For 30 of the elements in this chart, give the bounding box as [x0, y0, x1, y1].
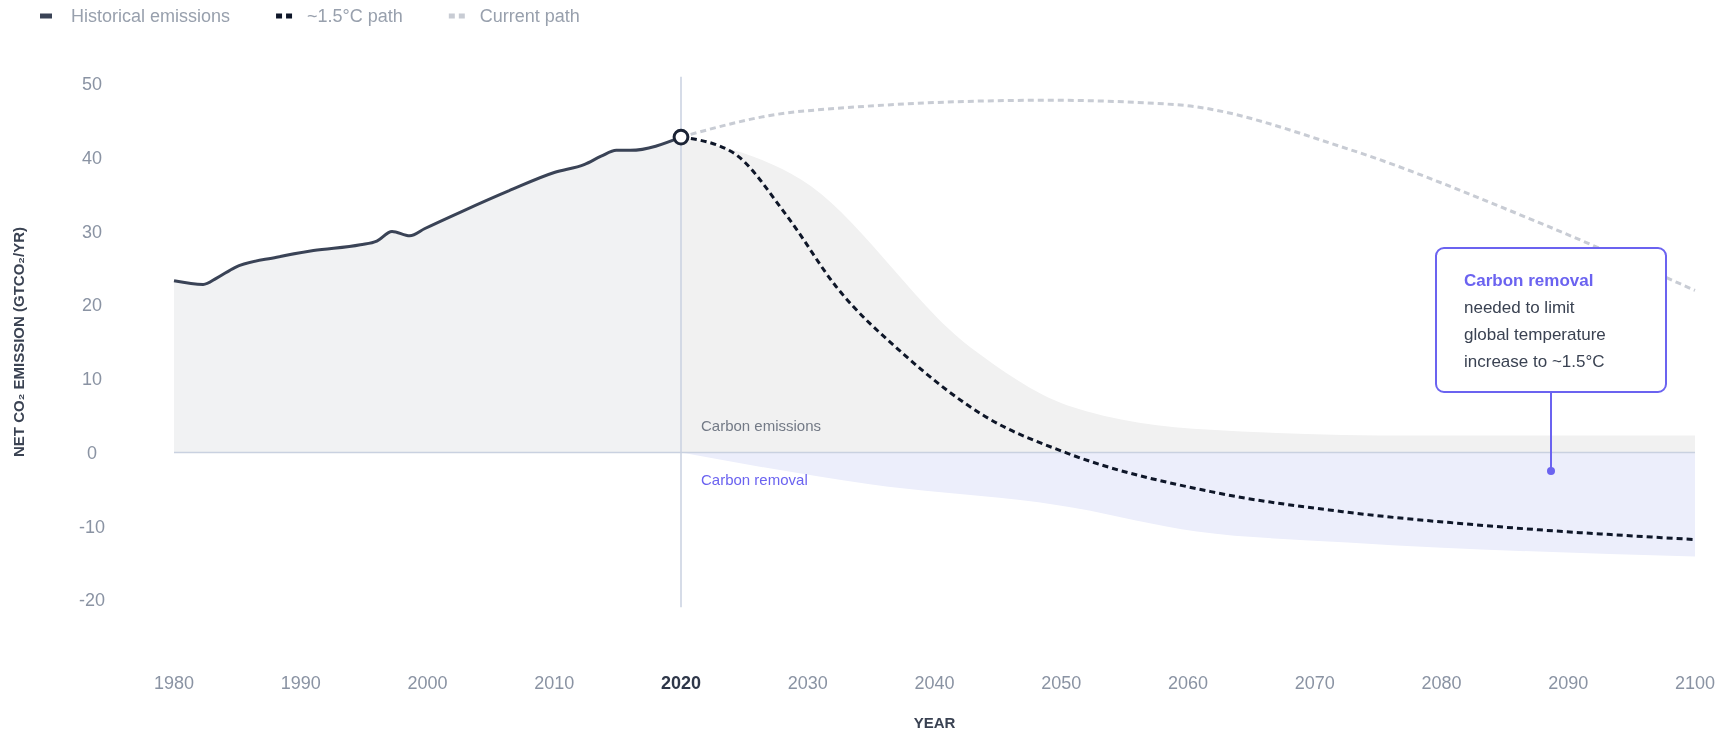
- x-tick-label: 2020: [660, 673, 702, 693]
- x-tick-label: 2000: [407, 673, 448, 693]
- x-tick-label: 2060: [1167, 673, 1209, 693]
- annotation: needed to limit global temperature increase to ~1.5°C: [1464, 298, 1606, 371]
- x-tick-label: 2070: [1294, 673, 1335, 693]
- x-tick-label: 2040: [914, 673, 955, 693]
- x-tick-label: 2030: [787, 673, 828, 693]
- x-tick-label: 1980: [153, 673, 195, 693]
- x-tick-label: 1990: [280, 673, 321, 693]
- y-tick-label: 40: [81, 148, 103, 169]
- y-tick-label: -10: [78, 516, 106, 537]
- y-tick-label: 10: [81, 369, 103, 390]
- legend-label: Current path: [479, 6, 580, 27]
- y-tick-label: 50: [81, 74, 103, 95]
- series-label: Carbon removal: [701, 470, 808, 488]
- series-label: Carbon emissions: [701, 416, 822, 434]
- legend-label: ~1.5°C path: [307, 6, 403, 27]
- y-axis-title: NET CO₂ EMISSION (GTCO₂/YR): [10, 226, 27, 458]
- x-tick-label: 2010: [534, 673, 575, 693]
- x-tick-label: 2100: [1674, 673, 1716, 693]
- y-tick-label: 0: [86, 442, 98, 463]
- legend-label: Historical emissions: [71, 6, 231, 27]
- y-tick-label: 30: [81, 221, 103, 242]
- x-axis-title: YEAR: [913, 714, 956, 731]
- y-tick-label: -20: [78, 590, 106, 611]
- x-tick-label: 2080: [1421, 673, 1462, 693]
- y-tick-label: 20: [81, 295, 103, 316]
- annotation: Carbon removal: [1464, 271, 1594, 290]
- x-tick-label: 2090: [1548, 673, 1589, 693]
- x-tick-label: 2050: [1041, 673, 1082, 693]
